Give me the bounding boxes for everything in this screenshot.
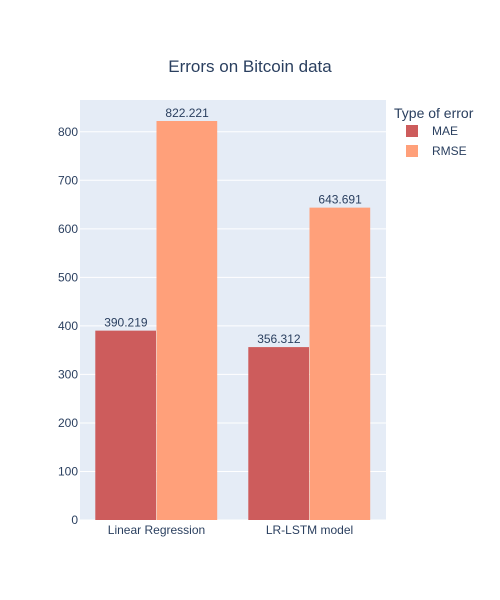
y-tick-label: 500 bbox=[58, 270, 78, 284]
legend: Type of error MAE RMSE bbox=[394, 105, 474, 158]
y-tick-label: 800 bbox=[58, 125, 78, 139]
x-axis-ticks: Linear Regression LR-LSTM model bbox=[108, 523, 353, 537]
y-axis-ticks: 0 100 200 300 400 500 600 700 800 bbox=[58, 125, 78, 527]
data-label: 390.219 bbox=[104, 316, 148, 330]
x-tick-label: LR-LSTM model bbox=[266, 523, 353, 537]
bar-rmse-2 bbox=[309, 207, 371, 520]
y-tick-label: 400 bbox=[58, 319, 78, 333]
data-label: 822.221 bbox=[165, 106, 209, 120]
y-tick-label: 600 bbox=[58, 222, 78, 236]
bar-rmse-1 bbox=[156, 121, 218, 520]
data-labels: 390.219 822.221 356.312 643.691 bbox=[104, 106, 362, 346]
legend-swatch-rmse bbox=[406, 145, 418, 157]
legend-label: MAE bbox=[432, 124, 458, 138]
bar-mae-1 bbox=[95, 330, 156, 520]
data-label: 643.691 bbox=[318, 193, 362, 207]
legend-title: Type of error bbox=[394, 105, 474, 121]
chart-title: Errors on Bitcoin data bbox=[168, 57, 332, 76]
x-tick-label: Linear Regression bbox=[108, 523, 205, 537]
legend-label: RMSE bbox=[432, 144, 467, 158]
y-tick-label: 300 bbox=[58, 367, 78, 381]
legend-swatch-mae bbox=[406, 125, 418, 137]
y-tick-label: 0 bbox=[71, 513, 78, 527]
y-tick-label: 100 bbox=[58, 464, 78, 478]
y-tick-label: 200 bbox=[58, 416, 78, 430]
y-tick-label: 700 bbox=[58, 173, 78, 187]
data-label: 356.312 bbox=[257, 332, 301, 346]
legend-items: MAE RMSE bbox=[406, 124, 467, 158]
bars bbox=[95, 121, 371, 520]
bar-mae-2 bbox=[248, 347, 309, 520]
